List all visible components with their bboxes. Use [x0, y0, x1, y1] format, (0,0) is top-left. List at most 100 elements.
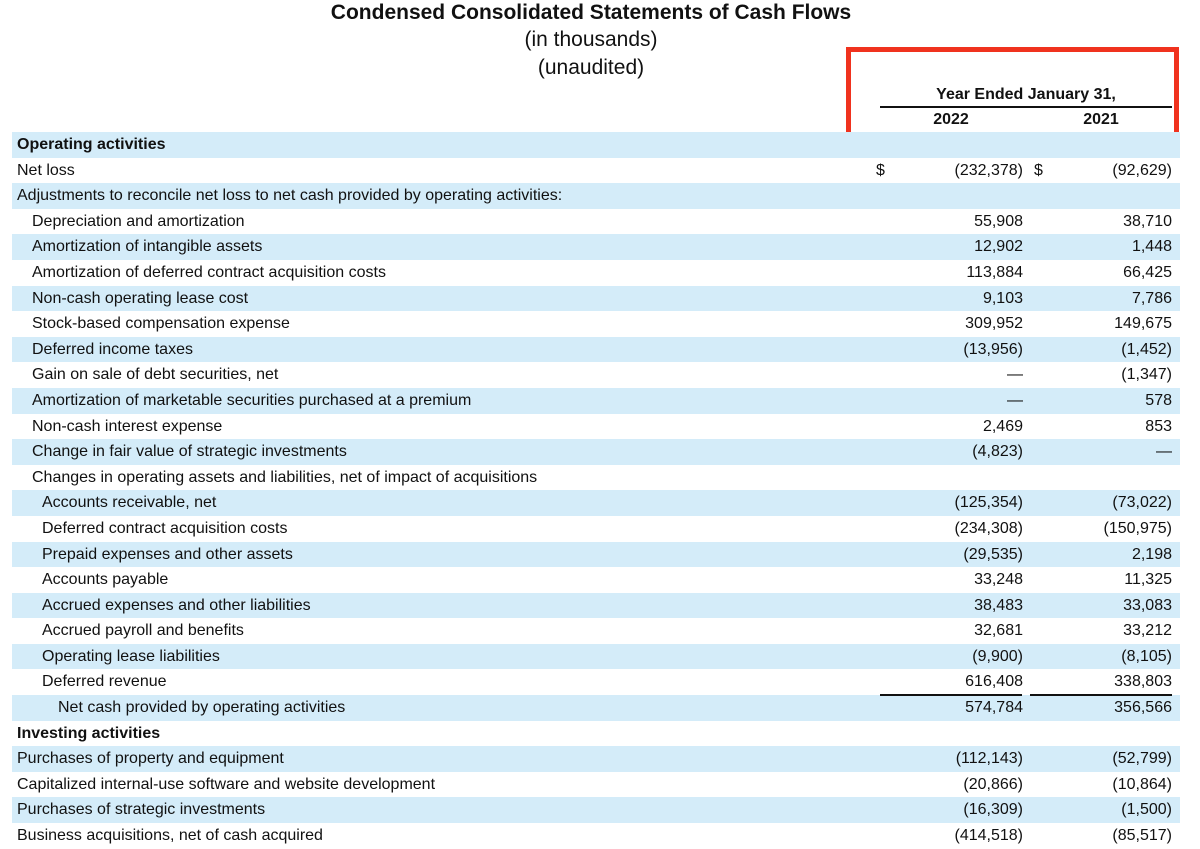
table-row: Change in fair value of strategic invest… [12, 439, 1180, 465]
table-row: Prepaid expenses and other assets (29,535… [12, 541, 1180, 568]
row-label: Investing activities [17, 724, 161, 742]
value-2021: 1,448 [1131, 238, 1172, 256]
table-row: Non-cash interest expense 2,469 853 [12, 414, 1180, 440]
table-row: Net loss $ $ (232,378) (92,629) [12, 158, 1180, 184]
value-2022: (4,823) [972, 443, 1023, 461]
value-2021: (85,517) [1112, 827, 1172, 845]
dollar-sign-2021: $ [1034, 161, 1043, 179]
value-2022: 33,248 [974, 571, 1023, 589]
value-2021: 578 [1145, 391, 1172, 409]
column-header-2022: 2022 [933, 111, 969, 128]
value-2022: (20,866) [963, 775, 1023, 793]
dollar-sign-2022: $ [876, 161, 885, 179]
value-2022: 2,469 [982, 417, 1023, 435]
value-2021: (1,500) [1121, 801, 1172, 819]
row-label: Accounts payable [42, 571, 169, 589]
row-label: Deferred income taxes [32, 340, 193, 358]
value-2021: (92,629) [1112, 161, 1172, 179]
cash-flow-table: Operating activities Net loss $ $ (232,378) (… [12, 132, 1180, 849]
table-row: Deferred contract acquisition costs (234,… [12, 516, 1180, 542]
subtotal-rule-2022 [880, 694, 1022, 697]
table-row: Operating activities [12, 132, 1180, 158]
period-header-rule [880, 106, 1172, 108]
table-row: Gain on sale of debt securities, net — (1,… [12, 362, 1180, 388]
table-row: Capitalized internal-use software and we… [12, 772, 1180, 798]
row-label: Gain on sale of debt securities, net [32, 366, 279, 384]
row-label: Non-cash interest expense [32, 417, 223, 435]
value-2021: (10,864) [1112, 775, 1172, 793]
row-label: Purchases of property and equipment [17, 750, 284, 768]
value-2021: 38,710 [1123, 212, 1172, 230]
value-2021: (150,975) [1103, 519, 1173, 537]
value-2022: 309,952 [965, 315, 1023, 333]
table-row: Investing activities [12, 721, 1180, 747]
column-header-2021: 2021 [1083, 111, 1119, 128]
row-label: Business acquisitions, net of cash acqui… [17, 827, 323, 845]
statement-title: Condensed Consolidated Statements of Cas… [330, 1, 852, 24]
row-label: Capitalized internal-use software and we… [17, 775, 436, 793]
value-2022: 113,884 [966, 263, 1023, 281]
row-label: Operating activities [17, 136, 166, 153]
table-row: Amortization of deferred contract acquis… [12, 260, 1180, 286]
value-2022: 38,483 [974, 596, 1023, 614]
row-label: Amortization of intangible assets [32, 238, 263, 256]
value-2022: 55,908 [974, 212, 1023, 230]
value-2022: (13,956) [963, 340, 1023, 358]
table-row: Net cash provided by operating activitie… [12, 694, 1180, 721]
table-row: Non-cash operating lease cost 9,103 7,786 [12, 285, 1180, 312]
value-2021: 2,198 [1131, 545, 1172, 563]
table-row: Purchases of strategic investments (16,30… [12, 797, 1180, 824]
row-label: Accrued expenses and other liabilities [42, 596, 311, 614]
period-header: Year Ended January 31, [936, 86, 1116, 103]
value-2022: 32,681 [974, 622, 1023, 640]
subtotal-rule-2021 [1030, 694, 1172, 697]
row-label: Net loss [17, 161, 75, 179]
row-label: Amortization of marketable securities pu… [32, 391, 472, 409]
value-2021: (1,347) [1121, 366, 1172, 384]
row-label: Deferred revenue [42, 673, 167, 691]
value-2021: (8,105) [1121, 647, 1172, 665]
value-2022: (414,518) [954, 827, 1024, 845]
statement-audit-status: (unaudited) [537, 56, 645, 79]
value-2021: (52,799) [1112, 750, 1172, 768]
row-label: Deferred contract acquisition costs [42, 519, 288, 537]
value-2021: 11,325 [1124, 571, 1172, 589]
row-label: Accrued payroll and benefits [42, 622, 244, 640]
table-row: Stock-based compensation expense 309,952 1… [12, 311, 1180, 337]
row-label: Accounts receivable, net [42, 494, 217, 512]
table-row: Adjustments to reconcile net loss to net… [12, 183, 1180, 209]
value-2022: (16,309) [963, 801, 1023, 819]
value-2022: (112,143) [955, 750, 1023, 768]
table-row: Accrued payroll and benefits 32,681 33,212 [12, 618, 1180, 644]
value-2021: (73,022) [1112, 494, 1172, 512]
value-2022: (9,900) [972, 647, 1023, 665]
value-2022: 574,784 [965, 699, 1023, 717]
value-2022: (234,308) [954, 519, 1024, 537]
row-label: Change in fair value of strategic invest… [32, 443, 347, 461]
table-row: Depreciation and amortization 55,908 38,71… [12, 209, 1180, 235]
value-2022: (125,354) [954, 494, 1024, 512]
value-2021: 33,083 [1123, 596, 1172, 614]
table-row: Accounts payable 33,248 11,325 [12, 567, 1180, 593]
row-label: Purchases of strategic investments [17, 801, 266, 819]
value-2021: 33,212 [1123, 622, 1172, 640]
table-row: Accrued expenses and other liabilities 38… [12, 592, 1180, 619]
table-row: Deferred income taxes (13,956) (1,452) [12, 336, 1180, 363]
table-row: Purchases of property and equipment (112,… [12, 746, 1180, 772]
table-row: Operating lease liabilities (9,900) (8,105… [12, 643, 1180, 670]
value-2021: 66,425 [1123, 263, 1172, 281]
value-2021: (1,452) [1121, 340, 1172, 358]
statement-units: (in thousands) [524, 28, 658, 51]
value-2021: — [1156, 443, 1172, 461]
row-label: Non-cash operating lease cost [32, 289, 249, 307]
table-row: Changes in operating assets and liabilit… [12, 465, 1180, 491]
value-2021: 7,786 [1131, 289, 1172, 307]
value-2022: 9,103 [982, 289, 1023, 307]
table-row: Business acquisitions, net of cash acqui… [12, 823, 1180, 849]
row-label: Changes in operating assets and liabilit… [32, 468, 538, 486]
value-2021: 149,675 [1114, 315, 1172, 333]
row-label: Prepaid expenses and other assets [42, 545, 293, 563]
value-2022: 616,408 [965, 673, 1023, 691]
value-2022: — [1007, 366, 1023, 384]
value-2021: 338,803 [1114, 673, 1172, 691]
